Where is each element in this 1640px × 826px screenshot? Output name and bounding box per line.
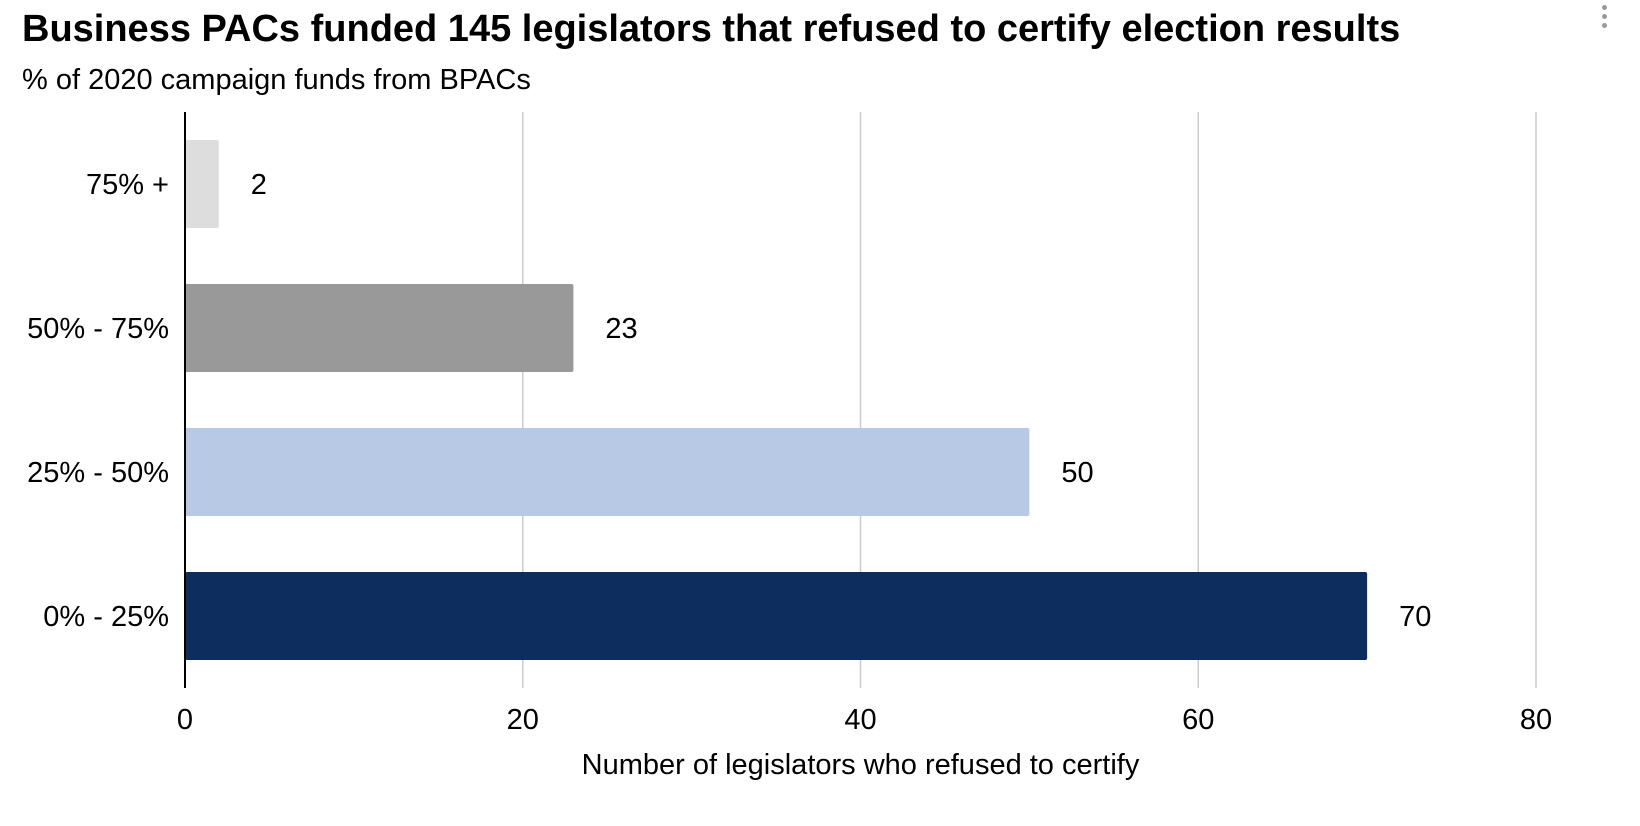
data-label: 23: [605, 313, 637, 345]
data-label: 70: [1399, 601, 1431, 633]
bar: [185, 572, 1368, 660]
bar: [185, 428, 1030, 516]
x-tick-label: 0: [177, 704, 193, 736]
data-label: 2: [251, 169, 267, 201]
more-options-icon[interactable]: [1598, 2, 1610, 36]
category-label: 50% - 75%: [27, 313, 169, 345]
x-tick-label: 80: [1520, 704, 1552, 736]
chart-title: Business PACs funded 145 legislators tha…: [22, 8, 1401, 50]
bar: [185, 140, 219, 228]
labels: 0 20 40 60 80 75% + 2 50% - 75% 23 25% - 50% 50 0% …: [27, 169, 1552, 736]
x-tick-label: 20: [507, 704, 539, 736]
x-tick-label: 40: [844, 704, 876, 736]
bar: [185, 284, 574, 372]
bars: [185, 140, 1368, 660]
x-axis-title: Number of legislators who refused to cer…: [582, 749, 1140, 781]
category-label: 25% - 50%: [27, 457, 169, 489]
x-tick-label: 60: [1182, 704, 1214, 736]
category-label: 0% - 25%: [43, 601, 169, 633]
category-label: 75% +: [86, 169, 169, 201]
chart-subtitle: % of 2020 campaign funds from BPACs: [22, 64, 531, 96]
data-label: 50: [1061, 457, 1093, 489]
